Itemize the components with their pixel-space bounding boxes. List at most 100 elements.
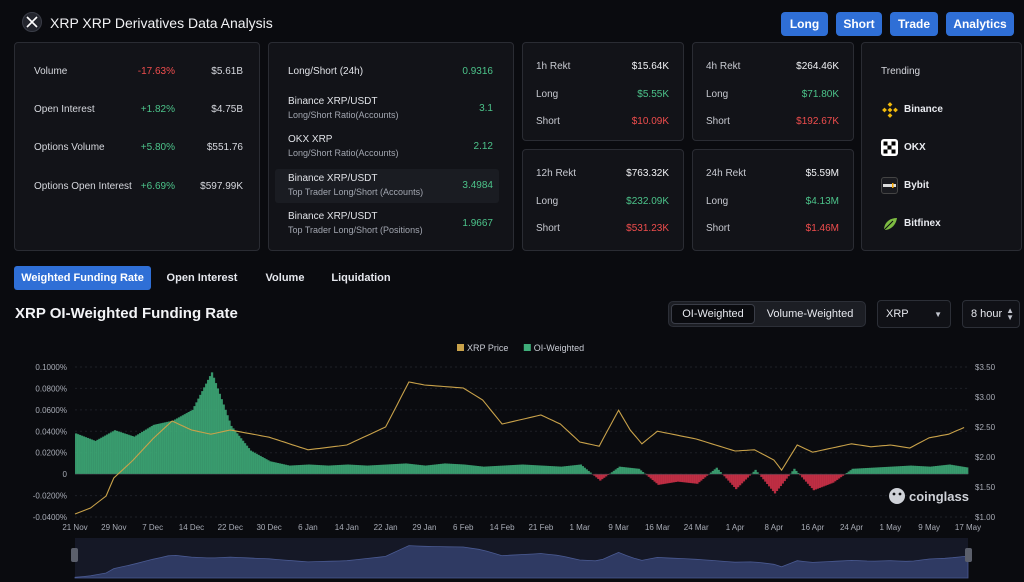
funding-bar <box>731 474 734 485</box>
trending-item-bitfinex[interactable]: Bitfinex <box>881 215 941 232</box>
funding-bar <box>593 474 596 476</box>
funding-bar <box>766 474 769 484</box>
stat-change: +5.80% <box>140 142 175 153</box>
funding-bar <box>92 440 95 475</box>
trending-item-bybit[interactable]: Bybit <box>881 177 929 194</box>
funding-bar <box>735 474 738 490</box>
trending-item-okx[interactable]: OKX <box>881 139 926 156</box>
funding-bar <box>806 474 810 484</box>
funding-bar <box>218 393 221 475</box>
navigator-left-handle[interactable] <box>71 548 78 562</box>
funding-bar <box>469 465 472 475</box>
x-tick-label: 30 Dec <box>256 523 281 532</box>
oi-weighted-option[interactable]: OI-Weighted <box>671 304 755 324</box>
funding-bar <box>900 466 903 475</box>
funding-bar <box>75 433 78 475</box>
funding-bar <box>870 467 874 475</box>
funding-bar <box>641 472 645 475</box>
funding-bar <box>370 465 373 475</box>
tab-weighted-funding-rate[interactable]: Weighted Funding Rate <box>14 266 151 290</box>
funding-bar <box>682 474 685 483</box>
legend-swatch <box>523 344 531 351</box>
y-tick-right: $3.50 <box>975 363 996 372</box>
rekt-short-label: Short <box>706 116 730 127</box>
funding-bar <box>459 464 462 475</box>
funding-bar <box>375 465 379 475</box>
bybit-icon <box>881 177 898 194</box>
funding-bar <box>360 465 363 475</box>
funding-bar <box>612 470 616 475</box>
trending-item-label: OKX <box>904 142 926 153</box>
funding-bar <box>422 465 425 475</box>
funding-bar <box>828 474 831 485</box>
funding-bar <box>274 462 278 475</box>
funding-bar <box>420 465 423 475</box>
x-tick-label: 22 Jan <box>374 523 398 532</box>
funding-bar <box>117 431 121 475</box>
tab-liquidation[interactable]: Liquidation <box>331 272 391 284</box>
trending-item-binance[interactable]: Binance <box>881 101 943 118</box>
funding-bar <box>738 474 742 486</box>
funding-bar <box>771 474 775 492</box>
funding-bar <box>867 467 870 475</box>
funding-bar <box>768 474 771 487</box>
coinglass-logo-icon <box>889 488 905 504</box>
funding-bar <box>773 474 777 494</box>
symbol-select[interactable]: XRP ▼ <box>877 300 951 328</box>
funding-bar <box>408 463 412 475</box>
navigator-right-handle[interactable] <box>965 548 972 562</box>
x-tick-label: 17 May <box>955 523 981 532</box>
range-navigator[interactable] <box>71 538 972 579</box>
funding-bar <box>325 465 328 475</box>
funding-bar <box>471 465 474 475</box>
funding-bar <box>544 465 548 475</box>
funding-bar <box>820 474 823 488</box>
funding-bar <box>406 463 410 475</box>
funding-bar <box>942 465 946 475</box>
long-button[interactable]: Long <box>781 12 828 36</box>
trending-item-label: Binance <box>904 104 943 115</box>
funding-rate-chart[interactable]: XRP Price OI-Weighted 0.1000% 0.0800% 0.060… <box>0 330 1024 582</box>
funding-bar <box>304 464 307 475</box>
funding-bar <box>564 466 567 475</box>
funding-bar <box>255 453 258 475</box>
funding-bar <box>504 465 507 475</box>
funding-bar <box>339 464 342 475</box>
funding-bar <box>519 464 522 475</box>
analytics-button[interactable]: Analytics <box>946 12 1014 36</box>
funding-bar <box>141 431 144 475</box>
funding-bar <box>824 474 827 486</box>
funding-bar <box>278 463 282 475</box>
funding-bar <box>901 466 905 475</box>
funding-bar <box>909 465 913 475</box>
stat-change: +1.82% <box>140 104 175 115</box>
funding-bar <box>207 379 210 475</box>
tab-volume[interactable]: Volume <box>265 272 305 284</box>
legend-label[interactable]: OI-Weighted <box>534 343 584 353</box>
funding-bar <box>172 420 175 475</box>
funding-bar <box>837 474 841 479</box>
x-tick-label: 9 Mar <box>608 523 629 532</box>
xrp-logo-icon <box>22 12 42 32</box>
chart-title: XRP OI-Weighted Funding Rate <box>15 305 238 322</box>
x-tick-label: 9 May <box>918 523 940 532</box>
funding-bar <box>364 465 367 475</box>
y-tick-left: 0 <box>63 470 68 479</box>
funding-bar <box>604 474 608 477</box>
interval-select[interactable]: 8 hour ▲ ▼ <box>962 300 1020 328</box>
funding-bar <box>727 474 730 481</box>
funding-bar <box>839 474 843 478</box>
funding-bar <box>775 474 779 491</box>
trade-button[interactable]: Trade <box>890 12 938 36</box>
funding-bar <box>234 430 237 475</box>
funding-bar <box>826 474 829 485</box>
stat-label: Options Open Interest <box>34 181 132 192</box>
tab-open-interest[interactable]: Open Interest <box>166 272 238 284</box>
volume-weighted-option[interactable]: Volume-Weighted <box>766 308 854 320</box>
funding-bar <box>744 474 748 480</box>
funding-bar <box>601 474 604 480</box>
legend-label[interactable]: XRP Price <box>467 343 508 353</box>
y-tick-right: $3.00 <box>975 393 996 402</box>
funding-bar <box>414 464 418 475</box>
short-button[interactable]: Short <box>836 12 882 36</box>
